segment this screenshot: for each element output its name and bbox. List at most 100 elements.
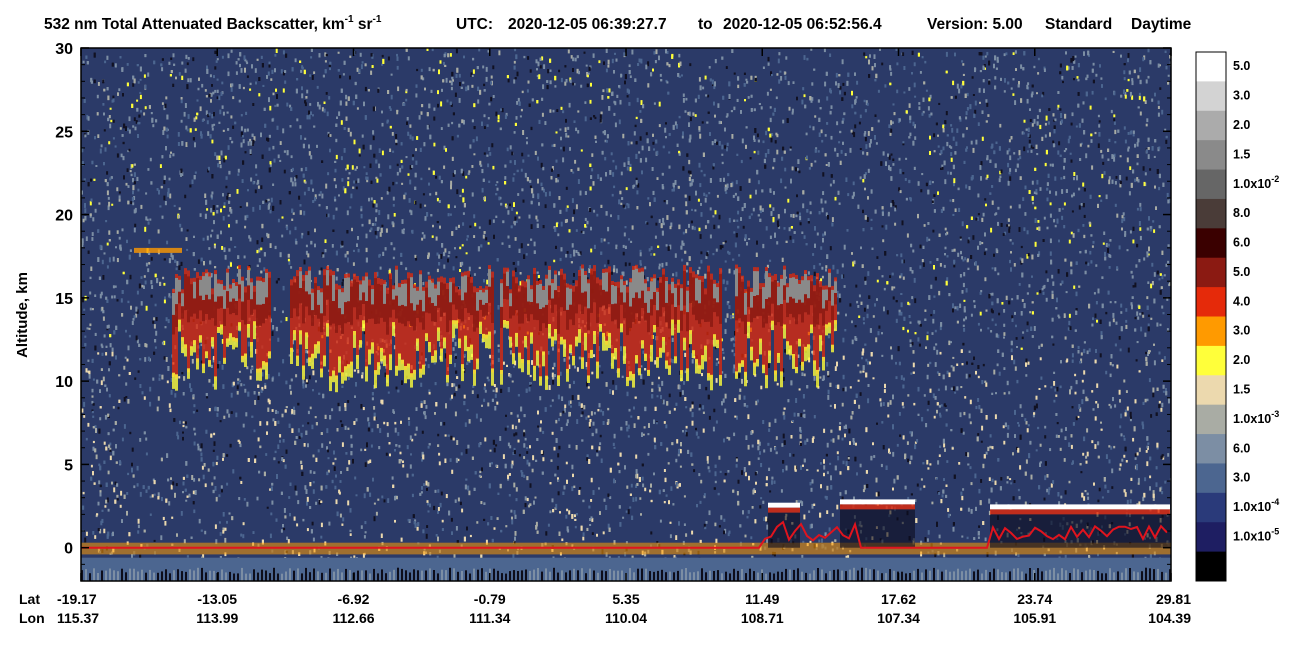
- atmospheric-features: [81, 247, 1171, 581]
- colorbar-swatch: [1196, 287, 1226, 317]
- colorbar-swatch: [1196, 198, 1226, 229]
- lat-tick-label: 11.49: [745, 591, 779, 607]
- colorbar-swatch: [1196, 110, 1226, 141]
- colorbar-label-exponent: -3: [1271, 409, 1279, 419]
- colorbar-label: 2.0: [1233, 353, 1250, 367]
- colorbar-frame: [1195, 51, 1227, 582]
- lon-tick-label: 108.71: [741, 610, 784, 626]
- lon-tick-label: 112.66: [332, 610, 374, 626]
- y-axis-label: Altitude, km: [14, 272, 31, 358]
- title-to: to: [698, 16, 713, 33]
- colorbar-label: 1.0x10-2: [1233, 174, 1279, 191]
- title-unit-exp2: -1: [373, 14, 382, 25]
- colorbar-label-value: 8.0: [1233, 206, 1250, 220]
- y-tick-label: 30: [55, 41, 73, 58]
- title-unit-sr: sr: [354, 16, 373, 33]
- colorbar-swatch: [1196, 169, 1226, 200]
- lon-tick-label: 113.99: [196, 610, 238, 626]
- colorbar-label-value: 1.5: [1233, 147, 1250, 161]
- lat-tick-label: 5.35: [612, 591, 639, 607]
- title-start-time: 2020-12-05 06:39:27.7: [508, 16, 667, 33]
- colorbar-label: 3.0: [1233, 89, 1250, 103]
- colorbar-label-value: 6.0: [1233, 236, 1250, 250]
- colorbar-swatch: [1196, 228, 1226, 259]
- colorbar-swatch: [1196, 463, 1226, 494]
- lon-tick-label: 111.34: [469, 610, 510, 626]
- x-axis: -19.17 115.37 -13.05 113.99 -6.92 112.66 -0.79…: [57, 48, 1191, 626]
- y-axis: 0 5 10 15 20 25 30: [55, 41, 1171, 582]
- colorbar-swatch: [1196, 140, 1226, 170]
- title-daytime: Daytime: [1131, 16, 1192, 33]
- lat-tick-label: 17.62: [881, 591, 916, 607]
- colorbar-label: 3.0: [1233, 471, 1250, 485]
- colorbar-label-exponent: -4: [1271, 497, 1279, 507]
- colorbar-label: 5.0: [1233, 265, 1250, 279]
- colorbar-swatch: [1196, 522, 1226, 553]
- backscatter-image: [81, 48, 1171, 581]
- colorbar-swatch: [1196, 257, 1226, 288]
- colorbar-swatch: [1196, 492, 1226, 523]
- title-standard: Standard: [1045, 16, 1112, 33]
- title-end-time: 2020-12-05 06:52:56.4: [723, 16, 882, 33]
- title-version: Version: 5.00: [927, 16, 1023, 33]
- lat-tick-label: -13.05: [197, 591, 237, 607]
- colorbar-label-value: 1.0x10: [1233, 529, 1271, 543]
- colorbar: 5.03.02.01.51.0x10-28.06.05.04.03.02.01.…: [1195, 51, 1279, 582]
- colorbar-label-value: 5.0: [1233, 59, 1250, 73]
- title-utc-label: UTC:: [456, 16, 493, 33]
- lat-tick-label: -19.17: [57, 591, 97, 607]
- colorbar-label-value: 6.0: [1233, 441, 1250, 455]
- colorbar-swatch: [1196, 316, 1226, 347]
- colorbar-label-value: 4.0: [1233, 294, 1250, 308]
- colorbar-swatch: [1196, 81, 1226, 112]
- lat-tick-label: -0.79: [474, 591, 506, 607]
- lat-tick-label: -6.92: [338, 591, 370, 607]
- colorbar-swatch: [1196, 375, 1226, 406]
- lon-tick-label: 110.04: [605, 610, 647, 626]
- y-tick-label: 5: [64, 457, 73, 474]
- y-tick-label: 15: [55, 291, 73, 308]
- colorbar-label-exponent: -2: [1271, 174, 1279, 184]
- lon-tick-label: 115.37: [57, 610, 99, 626]
- colorbar-label-value: 1.0x10: [1233, 500, 1271, 514]
- colorbar-label-value: 3.0: [1233, 324, 1250, 338]
- colorbar-label: 1.5: [1233, 147, 1250, 161]
- colorbar-label-value: 3.0: [1233, 471, 1250, 485]
- colorbar-label: 5.0: [1233, 59, 1250, 73]
- lon-tick-label: 105.91: [1013, 610, 1056, 626]
- colorbar-label-value: 3.0: [1233, 89, 1250, 103]
- colorbar-label-value: 1.0x10: [1233, 177, 1271, 191]
- lon-tick-label: 104.39: [1148, 610, 1191, 626]
- y-tick-label: 0: [64, 541, 73, 558]
- colorbar-label: 8.0: [1233, 206, 1250, 220]
- colorbar-label: 4.0: [1233, 294, 1250, 308]
- colorbar-label-value: 2.0: [1233, 118, 1250, 132]
- y-tick-label: 10: [55, 374, 73, 391]
- lat-label: Lat: [19, 591, 40, 607]
- lat-tick-label: 23.74: [1017, 591, 1052, 607]
- colorbar-label-value: 2.0: [1233, 353, 1250, 367]
- colorbar-swatch: [1196, 345, 1226, 376]
- y-tick-label: 20: [55, 208, 73, 225]
- y-tick-label: 25: [55, 124, 73, 141]
- colorbar-label: 2.0: [1233, 118, 1250, 132]
- chart-title: 532 nm Total Attenuated Backscatter, km -…: [44, 14, 382, 33]
- title-product: 532 nm Total Attenuated Backscatter, km: [44, 16, 345, 33]
- colorbar-label-value: 1.0x10: [1233, 412, 1271, 426]
- colorbar-swatch: [1196, 404, 1226, 435]
- colorbar-swatch: [1196, 551, 1226, 582]
- lon-tick-label: 107.34: [877, 610, 920, 626]
- colorbar-label-value: 1.5: [1233, 382, 1250, 396]
- colorbar-swatch: [1196, 434, 1226, 464]
- colorbar-label: 3.0: [1233, 324, 1250, 338]
- colorbar-label-value: 5.0: [1233, 265, 1250, 279]
- lat-tick-label: 29.81: [1156, 591, 1191, 607]
- lon-label: Lon: [19, 610, 45, 626]
- colorbar-label: 1.0x10-4: [1233, 497, 1279, 514]
- colorbar-label: 1.0x10-3: [1233, 409, 1279, 426]
- colorbar-label: 1.0x10-5: [1233, 526, 1279, 543]
- colorbar-swatch: [1196, 52, 1226, 82]
- colorbar-label: 6.0: [1233, 441, 1250, 455]
- colorbar-label-exponent: -5: [1271, 526, 1279, 536]
